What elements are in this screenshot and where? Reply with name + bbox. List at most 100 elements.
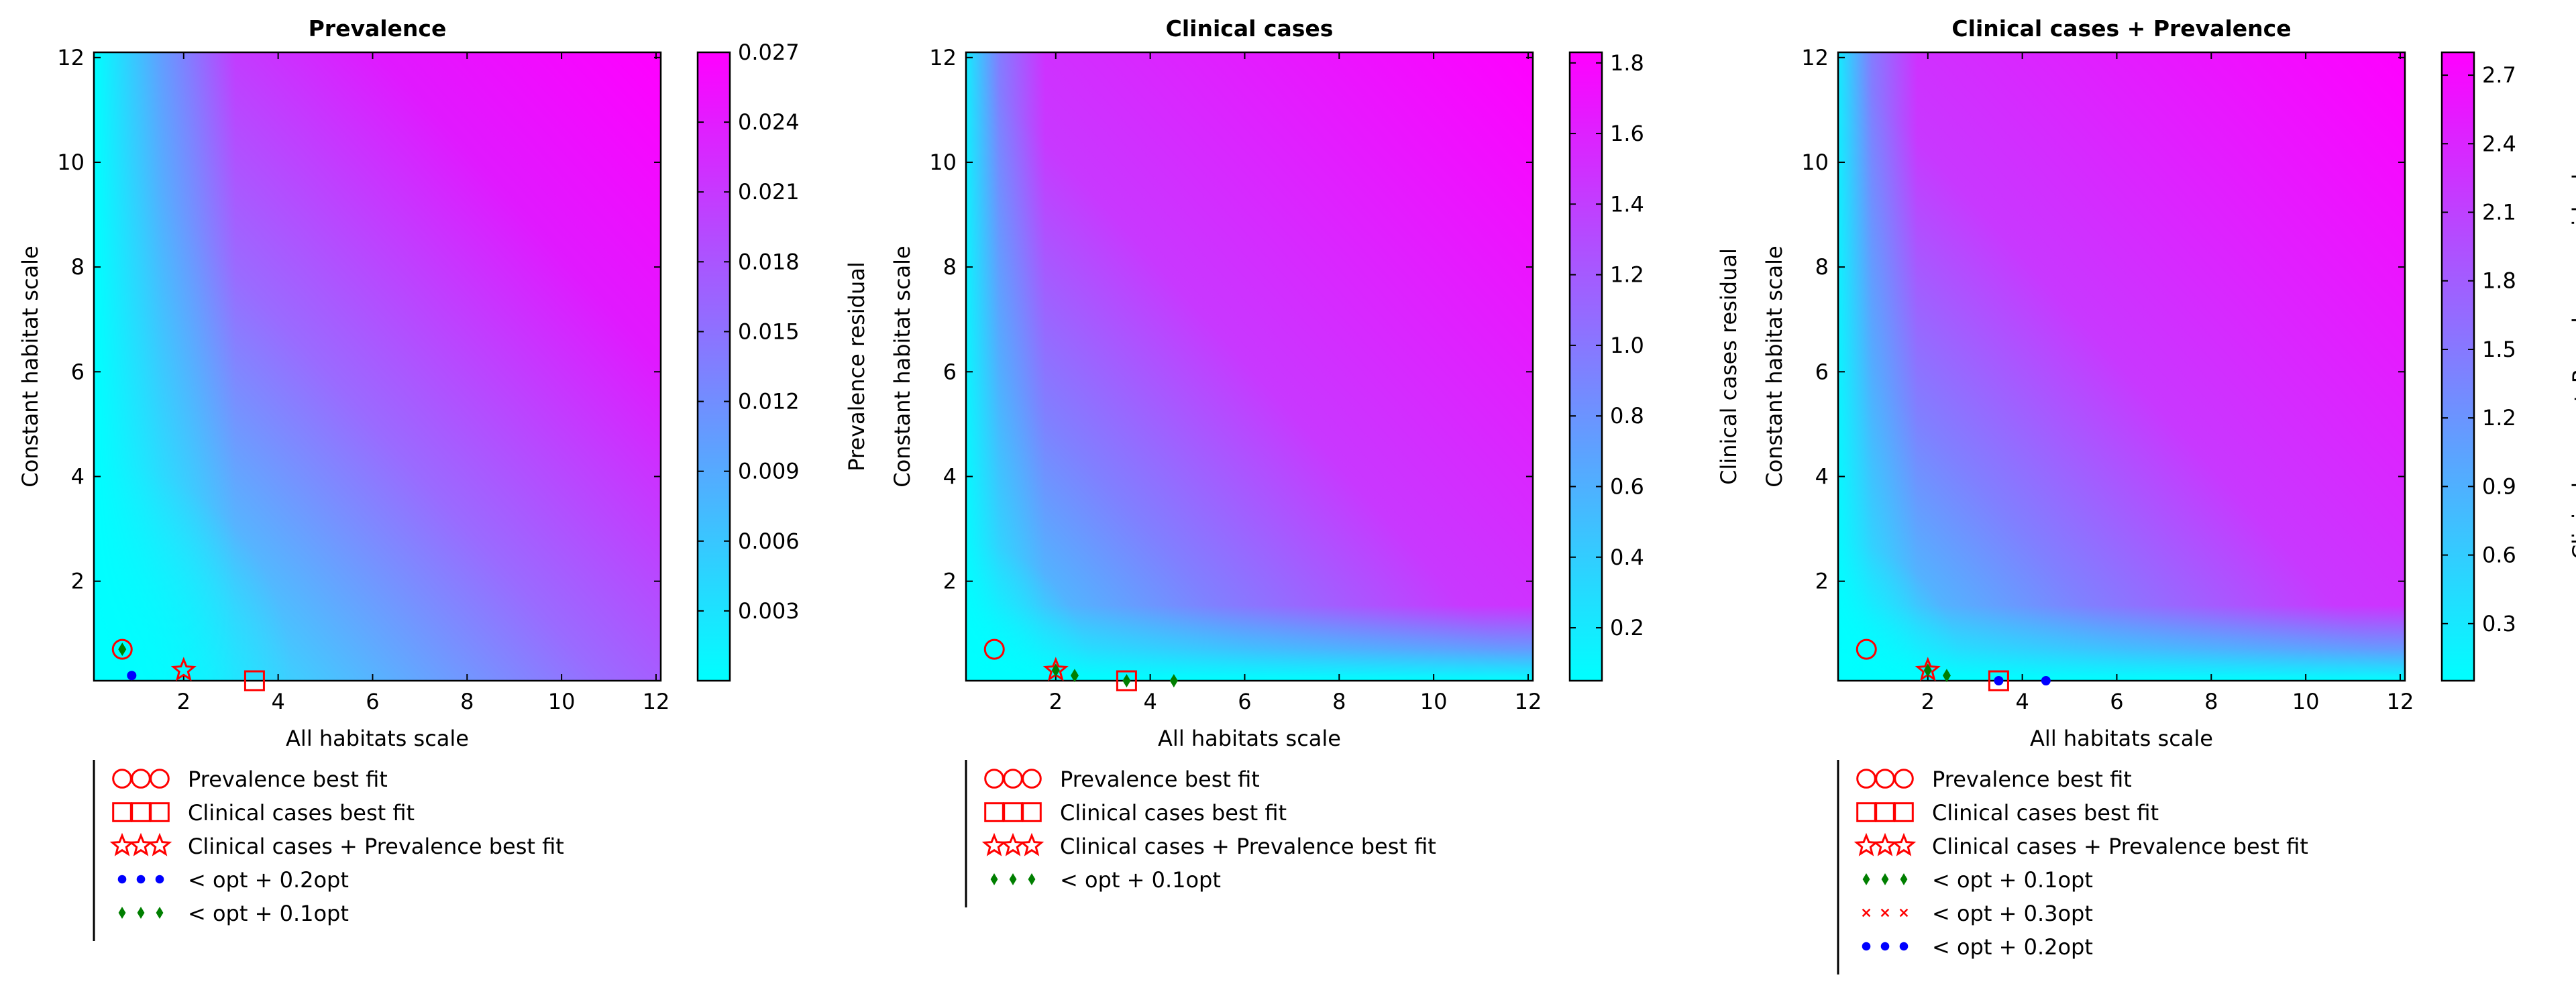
y-tick-label: 12 [929, 45, 957, 70]
x-tick-label: 6 [1238, 689, 1251, 714]
legend-label: Prevalence best fit [1932, 767, 2132, 792]
y-tick-label: 2 [943, 569, 957, 594]
colorbar-tick-label: 0.021 [738, 179, 800, 205]
legend-entry: < opt + 0.2opt [1862, 934, 2093, 960]
legend-marker-diamond [1009, 873, 1017, 885]
y-tick-label: 6 [1815, 359, 1829, 384]
y-axis-label: Constant habitat scale [17, 245, 43, 487]
legend-marker-star [1854, 832, 1879, 856]
legend-marker-diamond [156, 907, 164, 919]
x-tick-label: 12 [1515, 689, 1542, 714]
marker-diamond [1051, 663, 1060, 677]
heatmap-left-band [1838, 52, 2405, 681]
colorbar-tick-label: 2.7 [2482, 62, 2516, 88]
colorbar-tick-label: 0.6 [2482, 543, 2516, 568]
legend-label: Clinical cases best fit [188, 800, 415, 826]
legend-entry: < opt + 0.1opt [118, 901, 349, 926]
marker-circle [1856, 638, 1877, 660]
legend-marker-square [131, 802, 151, 822]
legend-marker-diamond [990, 873, 998, 885]
y-tick-label: 10 [929, 150, 957, 175]
y-tick-label: 6 [943, 359, 957, 384]
colorbar-tick-label: 0.003 [738, 598, 800, 624]
legend-marker-star [1000, 832, 1026, 856]
legend-marker-square [1022, 802, 1042, 822]
legend-label: < opt + 0.1opt [188, 901, 349, 926]
colorbar-tick-label: 1.2 [2482, 405, 2516, 431]
marker-diamond [1122, 674, 1131, 687]
colorbar-tick-label: 0.2 [1610, 615, 1644, 640]
y-tick-label: 4 [943, 463, 957, 489]
y-tick-label: 6 [71, 359, 85, 384]
legend: Prevalence best fit Clinical cases best f… [965, 760, 1436, 907]
x-tick-label: 8 [460, 689, 474, 714]
legend-marker-circle [1894, 769, 1914, 789]
colorbar-tick-label: 0.015 [738, 319, 800, 344]
colorbar-tick-label: 0.027 [738, 40, 800, 65]
x-tick-label: 2 [1921, 689, 1935, 714]
legend-marker-dot [1862, 942, 1871, 951]
colorbar-label: Clinical cases residual [1716, 248, 1741, 485]
legend-marker-star [1891, 832, 1917, 856]
legend-marker-square [1003, 802, 1023, 822]
marker-square [1116, 670, 1137, 691]
x-axis-label: All habitats scale [286, 726, 469, 751]
y-tick-label: 4 [1815, 463, 1829, 489]
y-tick-label: 2 [1815, 569, 1829, 594]
legend-marker-circle [1022, 769, 1042, 789]
legend: Prevalence best fit Clinical cases best f… [93, 760, 564, 941]
x-tick-label: 10 [548, 689, 576, 714]
x-tick-label: 10 [1420, 689, 1448, 714]
legend-marker-diamond [1028, 873, 1036, 885]
legend-marker-square [1856, 802, 1876, 822]
legend-marker-square [984, 802, 1004, 822]
chart-panel-3: 2 4 6 8 10 12 2 4 6 8 10 12 Clinical cases + Prevale… [1762, 15, 2576, 974]
legend-marker-star [981, 832, 1007, 856]
marker-square [244, 670, 265, 691]
plot-frame [965, 51, 1534, 682]
legend-entry: Clinical cases + Prevalence best fit [109, 832, 564, 859]
x-axis-label: All habitats scale [2030, 726, 2213, 751]
y-tick-label: 12 [1801, 45, 1829, 70]
marker-diamond [1942, 669, 1951, 683]
colorbar-tick-label: 0.024 [738, 109, 800, 135]
colorbar-tick-label: 1.2 [1610, 262, 1644, 288]
plot-frame [1837, 51, 2406, 682]
legend-marker-diamond [1881, 873, 1889, 885]
legend-entry: Clinical cases best fit [984, 800, 1287, 826]
legend-entry: Prevalence best fit [984, 767, 1260, 792]
y-tick-label: 8 [71, 254, 85, 280]
legend-label: Clinical cases best fit [1932, 800, 2159, 826]
y-tick-label: 4 [71, 463, 85, 489]
chart-title: Clinical cases [1166, 15, 1334, 42]
colorbar-tick-label: 0.009 [738, 459, 800, 484]
legend-entry: < opt + 0.1opt [990, 867, 1221, 893]
legend-label: Prevalence best fit [1060, 767, 1260, 792]
legend-entry: Clinical cases best fit [112, 800, 415, 826]
marker-diamond [1169, 674, 1178, 687]
y-tick-label: 10 [1801, 150, 1829, 175]
legend-marker-square [112, 802, 132, 822]
marker-square [1988, 670, 2009, 691]
legend-marker-dot [136, 875, 146, 884]
x-axis-label: All habitats scale [1158, 726, 1341, 751]
colorbar-tick-label: 0.012 [738, 389, 800, 414]
legend-marker-dot [1899, 942, 1909, 951]
legend-marker-circle [984, 769, 1004, 789]
marker-dot [2041, 676, 2051, 685]
heatmap-left-band [94, 52, 661, 681]
chart-panel-2: 2 4 6 8 10 12 2 4 6 8 10 12 Clinical cases All habita… [890, 15, 1741, 907]
x-tick-label: 8 [1332, 689, 1346, 714]
legend-label: Clinical cases best fit [1060, 800, 1287, 826]
legend-marker-circle [1003, 769, 1023, 789]
marker-dot [1994, 676, 2004, 685]
colorbar-label: Clinical cases + Prevalence residual [2568, 174, 2576, 559]
x-tick-label: 2 [1049, 689, 1063, 714]
legend-marker-circle [150, 769, 170, 789]
colorbar-tick-label: 0.9 [2482, 473, 2516, 499]
heatmap-left-band [966, 52, 1533, 681]
colorbar-tick-label: 2.4 [2482, 131, 2516, 156]
colorbar-tick-label: 1.5 [2482, 337, 2516, 362]
legend-marker-circle [1875, 769, 1895, 789]
legend-marker-square [1894, 802, 1914, 822]
